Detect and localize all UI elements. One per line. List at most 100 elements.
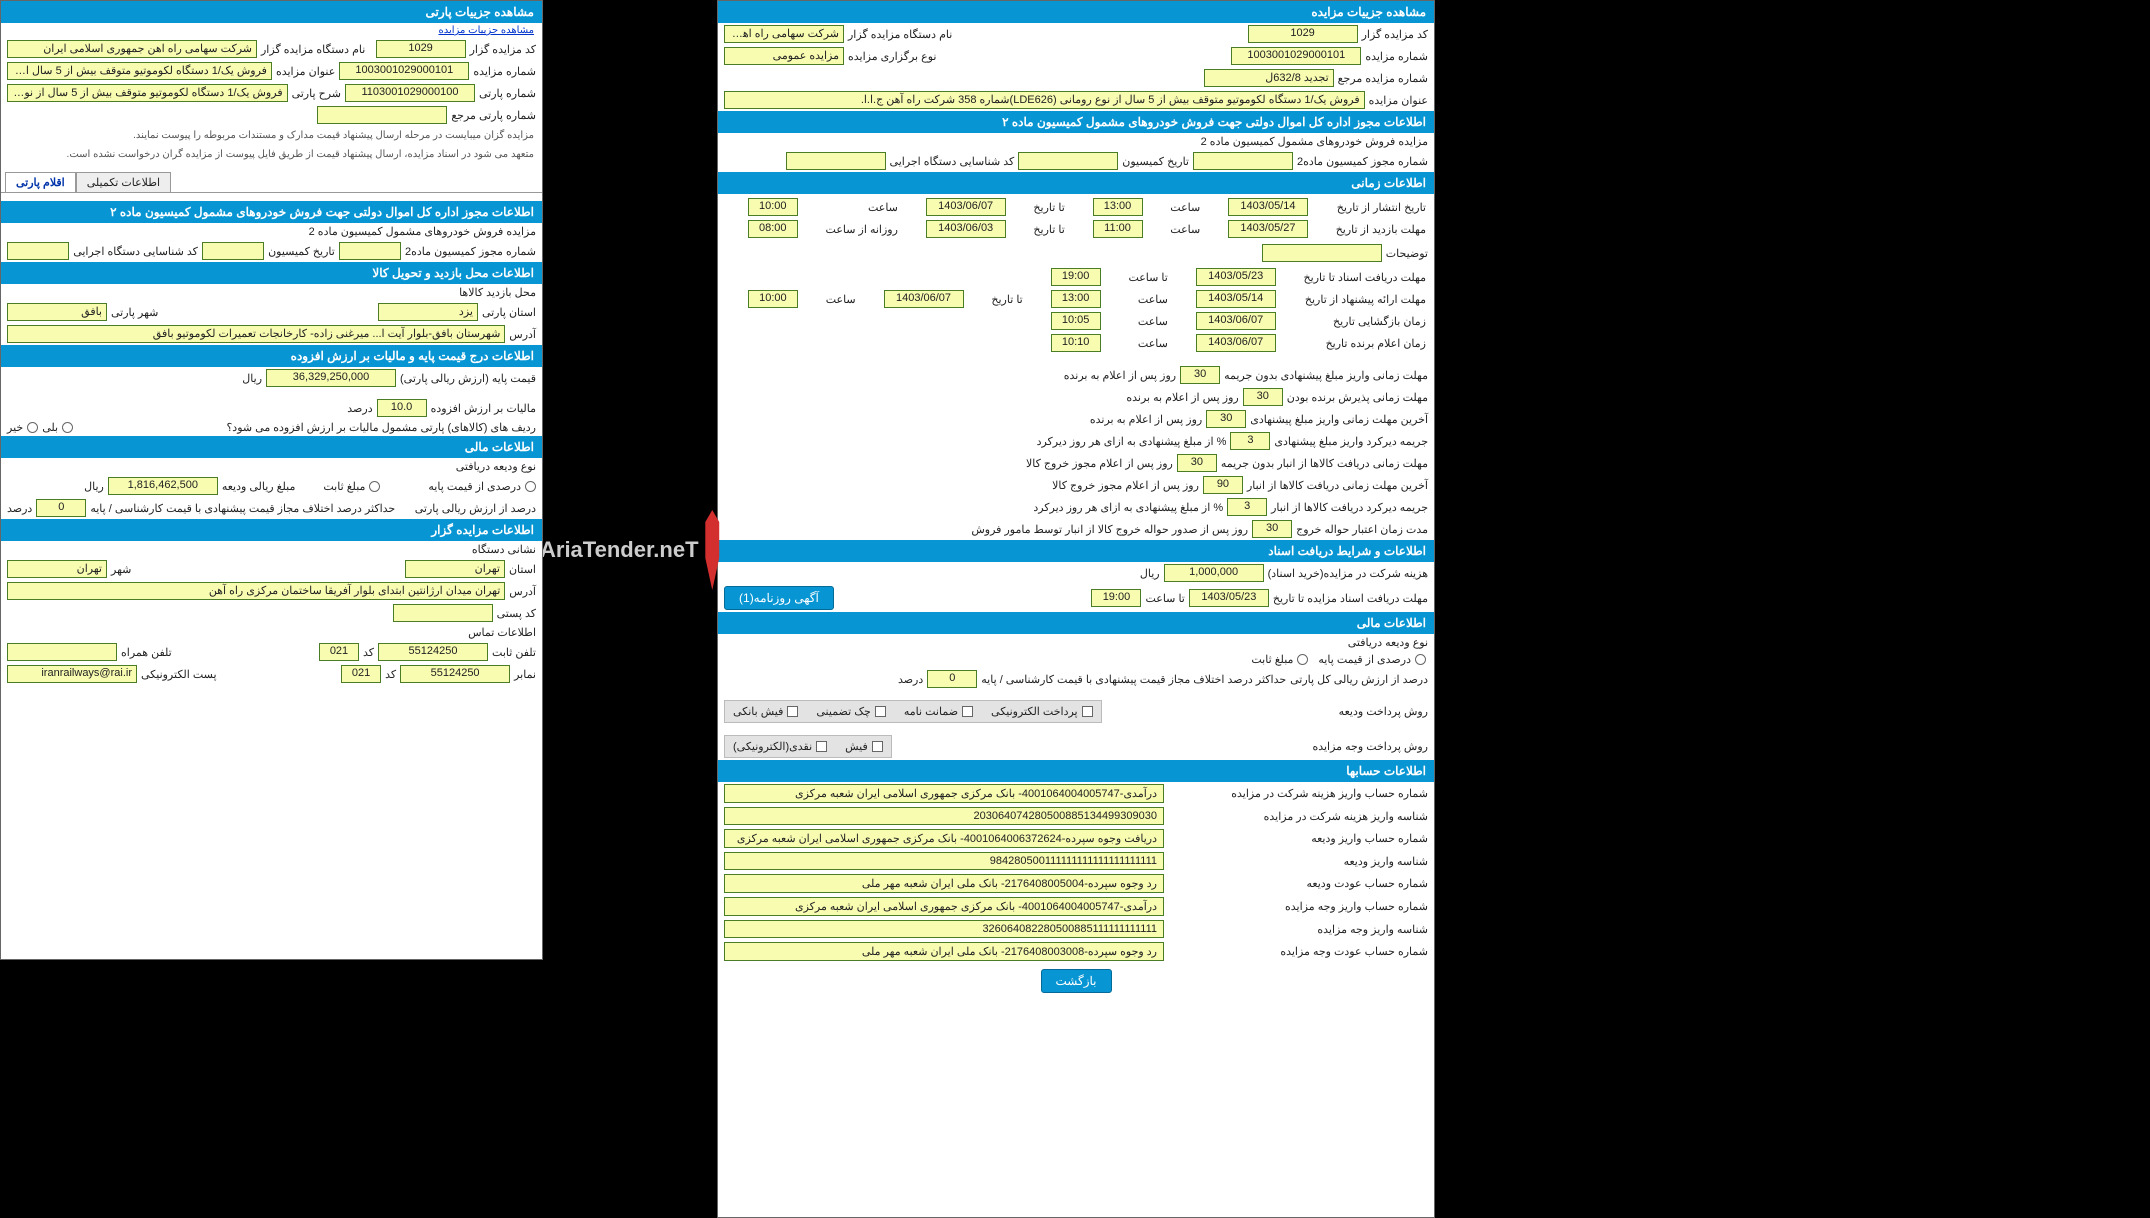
label-type: نوع برگزاری مزایده xyxy=(848,50,936,63)
chk-cash-electronic[interactable]: نقدی(الکترونیکی) xyxy=(733,740,827,753)
label-d4: جریمه دیرکرد واریز مبلغ پیشنهادی xyxy=(1274,435,1428,448)
field-offer-to-time: 10:00 xyxy=(748,290,798,308)
field-type: مزایده عمومی xyxy=(724,47,844,65)
field-tel-code: 021 xyxy=(319,643,359,661)
label-d1: مهلت زمانی واریز مبلغ پیشنهادی بدون جریم… xyxy=(1224,369,1428,382)
chk-electronic[interactable]: پرداخت الکترونیکی xyxy=(991,705,1093,718)
radio-yes[interactable]: بلی xyxy=(42,421,73,434)
label-base: قیمت پایه (ارزش ریالی پارتی) xyxy=(400,372,536,385)
unit-d7: % از مبلغ پیشنهادی به ازای هر روز دیرکرد xyxy=(1033,501,1223,514)
label-a4: شناسه واریز ودیعه xyxy=(1168,855,1428,868)
label-a3: شماره حساب واریز ودیعه xyxy=(1168,832,1428,845)
checkbox-icon xyxy=(1082,706,1093,717)
field-a4: 984280500111111111111111111111 xyxy=(724,852,1164,870)
view-auction-link[interactable]: مشاهده جزییات مزایده xyxy=(1,23,542,38)
field-d7: 3 xyxy=(1227,498,1267,516)
label-d3: آخرین مهلت زمانی واریز مبلغ پیشنهادی xyxy=(1250,413,1428,426)
radio-label: درصدی از قیمت پایه xyxy=(428,480,521,493)
field-org-city: تهران xyxy=(7,560,107,578)
chk-bank-slip[interactable]: فیش بانکی xyxy=(733,705,798,718)
label-org-prov: استان xyxy=(509,563,536,576)
label-visit-from: مهلت بازدید از تاریخ xyxy=(1314,223,1426,236)
field-base: 36,329,250,000 xyxy=(266,369,396,387)
auction-payment-options: فیش نقدی(الکترونیکی) xyxy=(724,735,892,758)
label-d5: مهلت زمانی دریافت کالاها از انبار بدون ج… xyxy=(1221,457,1428,470)
field-lnumber: 1003001029000101 xyxy=(339,62,469,80)
field-lparty: 1103001029000100 xyxy=(345,84,475,102)
label-d8: مدت زمان اعتبار حواله خروج xyxy=(1296,523,1428,536)
radio-label-fixed: مبلغ ثابت xyxy=(1251,653,1293,666)
field-a8: رد وجوه سپرده-2176408003008- بانک ملی ای… xyxy=(724,942,1164,961)
label-notes: توضیحات xyxy=(1386,247,1428,260)
label-announce-time: ساعت xyxy=(1107,337,1168,350)
label-lcode: کد مزایده گزار xyxy=(470,43,536,56)
label-offer-from: مهلت ارائه پیشنهاد از تاریخ xyxy=(1282,293,1426,306)
chk-guarantee[interactable]: ضمانت نامه xyxy=(904,705,973,718)
field-offer-from-date: 1403/05/14 xyxy=(1196,290,1276,308)
field-city: بافق xyxy=(7,303,107,321)
field-d8: 30 xyxy=(1252,520,1292,538)
label-mob: تلفن همراه xyxy=(121,646,172,659)
radio-no[interactable]: خیر xyxy=(7,421,38,434)
checkbox-icon xyxy=(872,741,883,752)
chk-slip[interactable]: فیش xyxy=(845,740,883,753)
field-org-prov: تهران xyxy=(405,560,505,578)
field-fax: 55124250 xyxy=(400,665,510,683)
label-vat-q: ردیف های (کالاهای) پارتی مشمول مالیات بر… xyxy=(226,421,536,434)
section-header-location: اطلاعات محل بازدید و تحویل کالا xyxy=(1,262,542,284)
unit-d2: روز پس از اعلام به برنده xyxy=(1126,391,1238,404)
label-offer-to-time: ساعت xyxy=(804,293,856,306)
field-d4: 3 xyxy=(1230,432,1270,450)
field-name: شرکت سهامی راه اهن جم xyxy=(724,25,844,43)
checkbox-icon xyxy=(787,706,798,717)
label-doc-recv: مهلت دریافت اسناد تا تاریخ xyxy=(1282,271,1426,284)
lot-details-panel: مشاهده جزییات پارتی مشاهده جزییات مزایده… xyxy=(0,0,543,960)
field-code: 1029 xyxy=(1248,25,1358,43)
radio-icon xyxy=(27,422,38,433)
deposit-payment-options: پرداخت الکترونیکی ضمانت نامه چک تضمینی ف… xyxy=(724,700,1102,723)
label-dl: مهلت دریافت اسناد مزایده تا تاریخ xyxy=(1273,592,1428,605)
field-title: فروش یک/1 دستگاه لکوموتیو متوقف بیش از 5… xyxy=(724,91,1365,109)
label-contact: اطلاعات تماس xyxy=(468,626,536,639)
chk-label: چک تضمینی xyxy=(816,705,870,718)
radio-pct-of-base[interactable]: درصدی از قیمت پایه xyxy=(1318,653,1426,666)
field-open-time: 10:05 xyxy=(1051,312,1101,330)
label-comm3: تاریخ کمیسیون xyxy=(1122,155,1189,168)
label-d6: آخرین مهلت زمانی دریافت کالاها از انبار xyxy=(1247,479,1428,492)
label-addr: آدرس xyxy=(509,328,536,341)
field-visit-date: 1403/05/27 xyxy=(1228,220,1308,238)
chk-cheque[interactable]: چک تضمینی xyxy=(816,705,885,718)
field-comm2 xyxy=(1193,152,1293,170)
label-pay-deposit: روش پرداخت ودیعه xyxy=(1339,705,1428,718)
label-open-time: ساعت xyxy=(1107,315,1168,328)
radio-fixed2[interactable]: مبلغ ثابت xyxy=(323,480,380,493)
tab-extra-info[interactable]: اطلاعات تکمیلی xyxy=(76,172,171,192)
field-lname: شرکت سهامی راه اهن جمهوری اسلامی ایران xyxy=(7,40,257,58)
label-comm4: کد شناسایی دستگاه اجرایی xyxy=(890,155,1015,168)
label-fee: هزینه شرکت در مزایده(خرید اسناد) xyxy=(1268,567,1428,580)
label-open: زمان بازگشایی تاریخ xyxy=(1282,315,1426,328)
field-a7: 326064082280500885111111111111 xyxy=(724,920,1164,938)
label-doc-recv-time: تا ساعت xyxy=(1107,271,1168,284)
checkbox-icon xyxy=(962,706,973,717)
tab-lot-items[interactable]: اقلام پارتی xyxy=(5,172,76,192)
chk-label: پرداخت الکترونیکی xyxy=(991,705,1078,718)
field-pub-to-date: 1403/06/07 xyxy=(926,198,1006,216)
label-loc1: محل بازدید کالاها xyxy=(459,286,536,299)
field-d1: 30 xyxy=(1180,366,1220,384)
field-org-addr2: تهران میدان ارژانتین ابتدای بلوار آفریقا… xyxy=(7,582,505,600)
label-amt: مبلغ ریالی ودیعه xyxy=(222,480,296,493)
radio-pct2[interactable]: درصدی از قیمت پایه xyxy=(428,480,536,493)
section-header-lfin: اطلاعات مالی xyxy=(1,436,542,458)
label-number: شماره مزایده xyxy=(1365,50,1428,63)
newspaper-ad-button[interactable]: آگهی روزنامه(1) xyxy=(724,586,834,610)
back-button[interactable]: بازگشت xyxy=(1041,969,1112,993)
field-prov: یزد xyxy=(378,303,478,321)
field-fax-code: 021 xyxy=(341,665,381,683)
field-comm4 xyxy=(786,152,886,170)
radio-icon xyxy=(369,481,380,492)
label-dl-time: تا ساعت xyxy=(1145,592,1184,605)
radio-fixed-amount[interactable]: مبلغ ثابت xyxy=(1251,653,1308,666)
field-lref xyxy=(317,106,447,124)
unit-fee: ریال xyxy=(1140,567,1160,580)
